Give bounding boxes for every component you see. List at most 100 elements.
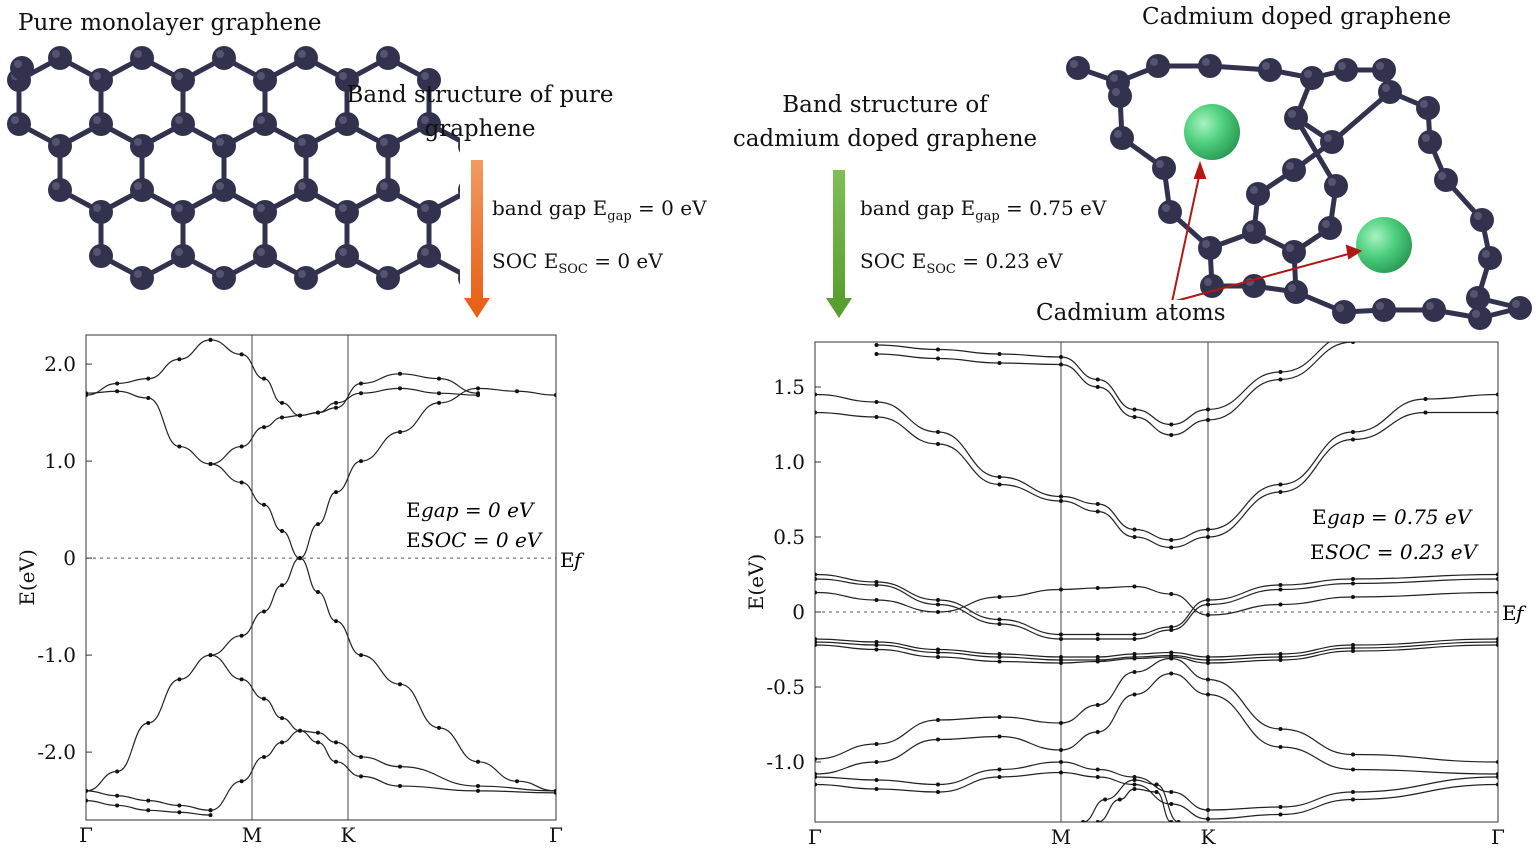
carbon-atom — [1324, 174, 1348, 198]
right-soc: SOC ESOC = 0.23 eV — [860, 249, 1063, 277]
carbon-atom-highlight — [1328, 178, 1336, 186]
band-point — [208, 462, 213, 467]
carbon-atom — [1282, 158, 1306, 182]
band-point — [997, 715, 1002, 719]
carbon-atom-highlight — [1338, 62, 1346, 70]
carbon-atom-highlight — [52, 138, 60, 146]
band-point — [476, 393, 480, 398]
band-point — [515, 389, 519, 394]
carbon-atom — [1416, 96, 1440, 120]
band-point — [1059, 770, 1063, 775]
y-tick-label: -1.0 — [766, 750, 805, 774]
carbon-atom — [171, 68, 195, 92]
band-point — [1095, 377, 1100, 382]
band-point — [1496, 572, 1498, 577]
band-point — [1154, 782, 1159, 787]
band-line — [815, 771, 1498, 820]
band-point — [359, 754, 363, 759]
carbon-atom-highlight — [1150, 58, 1158, 66]
band-point — [334, 405, 338, 410]
band-point — [1169, 790, 1174, 794]
band-point — [815, 640, 817, 644]
carbon-atom — [1372, 58, 1396, 82]
carbon-atom — [1300, 66, 1324, 90]
carbon-atom — [294, 46, 318, 70]
band-point — [1496, 590, 1498, 595]
band-point — [1278, 583, 1283, 587]
carbon-atom — [89, 68, 113, 92]
band-point — [874, 598, 879, 602]
carbon-atom-highlight — [1114, 130, 1122, 138]
left-annot-soc-E: E — [406, 528, 421, 552]
band-point — [1206, 602, 1210, 607]
band-point — [262, 609, 266, 614]
band-point — [208, 337, 213, 342]
carbon-atom-highlight — [1482, 250, 1490, 258]
band-point — [1059, 587, 1063, 592]
band-point — [997, 767, 1002, 772]
y-axis-label: E(eV) — [744, 554, 768, 610]
band-point — [239, 677, 244, 682]
band-point — [554, 790, 556, 795]
carbon-atom-highlight — [11, 116, 19, 124]
band-point — [1132, 787, 1137, 791]
band-point — [316, 522, 320, 527]
carbon-atom-highlight — [1438, 172, 1446, 180]
band-point — [177, 803, 182, 808]
band-point — [936, 598, 940, 602]
left-info: band gap Egap = 0 eV SOC ESOC = 0 eV — [492, 186, 707, 292]
carbon-atom-highlight — [134, 50, 142, 58]
band-point — [1278, 812, 1283, 817]
right-band-chart: 1.5 1.0 0.5 0 -0.5 -1.0 Γ M K Γ E(eV) E gap = 0.75… — [744, 341, 1527, 849]
carbon-atom-highlight — [380, 138, 388, 146]
carbon-atom — [1434, 168, 1458, 192]
band-point — [997, 655, 1002, 659]
band-point — [298, 413, 302, 418]
band-point — [997, 595, 1002, 599]
carbon-atom — [458, 271, 460, 285]
carbon-atom-highlight — [1110, 74, 1118, 82]
carbon-atom-highlight — [1304, 70, 1312, 78]
band-point — [1496, 775, 1498, 779]
band-point — [815, 577, 817, 581]
band-point — [1132, 527, 1137, 532]
band-point — [997, 775, 1002, 779]
band-point — [1206, 655, 1210, 659]
band-point — [316, 730, 320, 735]
band-point — [86, 393, 88, 398]
band-point — [1278, 652, 1283, 656]
carbon-atom-highlight — [1420, 100, 1428, 108]
carbon-atom — [1320, 130, 1344, 154]
band-point — [815, 590, 817, 595]
pure-graphene-lattice — [7, 46, 460, 290]
band-point — [1169, 625, 1174, 629]
carbon-atom — [1108, 84, 1132, 108]
band-point — [1351, 790, 1355, 794]
carbon-atom — [212, 178, 236, 202]
x-tick-label: Γ — [79, 823, 93, 847]
band-point — [1423, 397, 1428, 401]
carbon-atom-highlight — [1422, 134, 1430, 142]
band-line — [210, 654, 556, 792]
carbon-atom-highlight — [52, 50, 60, 58]
band-point — [398, 386, 402, 391]
band-point — [316, 740, 320, 745]
band-point — [1132, 415, 1137, 419]
band-point — [1351, 767, 1355, 772]
band-point — [1059, 499, 1063, 503]
band-point — [398, 682, 402, 687]
carbon-atom — [1158, 200, 1182, 224]
band-point — [1095, 586, 1100, 590]
carbon-atom-highlight — [93, 72, 101, 80]
band-point — [1169, 820, 1174, 822]
carbon-atom-highlight — [1322, 220, 1330, 228]
band-point — [815, 782, 817, 787]
band-point — [359, 391, 363, 396]
carbon-atom — [1334, 58, 1358, 82]
carbon-atom-highlight — [1472, 310, 1480, 318]
carbon-atom — [171, 244, 195, 268]
carbon-atom — [48, 46, 72, 70]
band-point — [1154, 790, 1159, 794]
carbon-atom-highlight — [421, 116, 429, 124]
carbon-atom-highlight — [1324, 134, 1332, 142]
